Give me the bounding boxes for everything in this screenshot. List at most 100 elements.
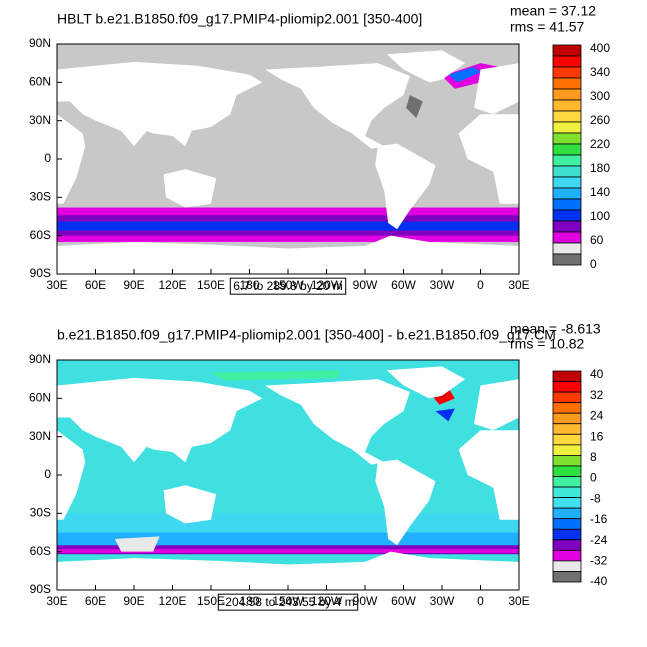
- colorbar-box: [552, 402, 582, 414]
- colorbar-label: 140: [590, 185, 610, 199]
- lon-label: 60W: [391, 594, 416, 608]
- lon-label: 150W: [272, 594, 304, 608]
- colorbar-box: [552, 423, 582, 435]
- colorbar-box: [552, 165, 582, 178]
- colorbar-label: -40: [590, 574, 608, 588]
- continent: [163, 169, 217, 208]
- lat-label: 0: [44, 467, 51, 481]
- lon-label: 30E: [46, 594, 67, 608]
- colorbar-box: [552, 571, 582, 583]
- colorbar-label: 0: [590, 257, 597, 271]
- lon-label: 60E: [85, 278, 106, 292]
- continent: [474, 63, 519, 115]
- continent: [264, 63, 410, 149]
- colorbar-label: 300: [590, 89, 610, 103]
- lon-label: 120W: [311, 594, 343, 608]
- colorbar-label: 340: [590, 65, 610, 79]
- field-band: [57, 549, 519, 553]
- lon-label: 60W: [391, 278, 416, 292]
- panel-title: b.e21.B1850.f09_g17.PMIP4-pliomip2.001 […: [57, 327, 556, 343]
- colorbar-box: [552, 444, 582, 456]
- continent: [458, 114, 519, 204]
- colorbar-box: [552, 381, 582, 393]
- colorbar-box: [552, 476, 582, 488]
- colorbar-box: [552, 187, 582, 200]
- continent: [375, 459, 436, 546]
- colorbar-label: 16: [590, 429, 604, 443]
- range-box: [229, 277, 347, 295]
- colorbar-box: [552, 154, 582, 167]
- continent: [57, 235, 519, 274]
- range-box: [217, 593, 359, 611]
- continent: [375, 143, 436, 230]
- colorbar-label: 0: [590, 471, 597, 485]
- colorbar-box: [552, 44, 582, 57]
- field-patch: [435, 408, 455, 422]
- colorbar-label: 60: [590, 233, 604, 247]
- colorbar-box: [552, 433, 582, 446]
- map-field: [57, 50, 519, 274]
- range-label: 6.7 to 289.8 by 20 m: [233, 279, 342, 293]
- colorbar-box: [552, 560, 582, 572]
- lon-label: 180: [239, 278, 259, 292]
- field-patch: [211, 370, 340, 381]
- colorbar-box: [552, 370, 582, 382]
- lon-label: 150W: [272, 278, 304, 292]
- lon-label: 30W: [430, 594, 455, 608]
- continent: [458, 430, 519, 520]
- lat-label: 30N: [29, 113, 51, 127]
- continent: [386, 50, 466, 83]
- colorbar-box: [552, 66, 582, 79]
- lon-label: 60E: [85, 594, 106, 608]
- lat-label: 90N: [29, 36, 51, 50]
- colorbar-label: -16: [590, 512, 608, 526]
- colorbar-box: [552, 198, 582, 211]
- field-patch: [114, 536, 160, 552]
- colorbar-label: 24: [590, 409, 604, 423]
- colorbar-label: -8: [590, 491, 601, 505]
- lon-label: 30E: [508, 278, 529, 292]
- lon-label: 30W: [430, 278, 455, 292]
- map-panel: [56, 43, 520, 275]
- continent: [57, 61, 263, 147]
- colorbar-label: 220: [590, 137, 610, 151]
- stat-label: rms = 41.57: [510, 19, 585, 35]
- field-patch: [448, 67, 481, 83]
- colorbar-label: 260: [590, 113, 610, 127]
- map-panel: [56, 359, 520, 591]
- continent: [57, 551, 519, 590]
- lon-label: 0: [477, 278, 484, 292]
- lat-label: 60N: [29, 391, 51, 405]
- colorbar-box: [552, 518, 582, 530]
- lon-label: 90E: [123, 594, 144, 608]
- continent: [474, 379, 519, 431]
- lon-label: 180: [239, 594, 259, 608]
- colorbar-box: [552, 539, 582, 551]
- colorbar-box: [552, 549, 582, 562]
- colorbar-box: [552, 497, 582, 509]
- colorbar-box: [552, 55, 582, 68]
- colorbar-box: [552, 176, 582, 189]
- continent: [264, 379, 410, 465]
- lat-label: 60N: [29, 75, 51, 89]
- lat-label: 0: [44, 151, 51, 165]
- field-band: [57, 221, 519, 231]
- lat-label: 60S: [30, 228, 51, 242]
- range-label: -204.58 to 243.55 by 4 m: [221, 595, 354, 609]
- lat-label: 90S: [30, 582, 51, 596]
- lon-label: 0: [477, 594, 484, 608]
- lon-label: 30E: [46, 278, 67, 292]
- stat-label: rms = 10.82: [510, 336, 585, 352]
- colorbar-box: [552, 507, 582, 520]
- colorbar-box: [552, 486, 582, 498]
- lon-label: 90E: [123, 278, 144, 292]
- lon-label: 120W: [311, 278, 343, 292]
- lon-label: 150E: [197, 278, 225, 292]
- colorbar-box: [552, 99, 582, 112]
- panel-title: HBLT b.e21.B1850.f09_g17.PMIP4-pliomip2.…: [57, 11, 422, 27]
- colorbar-box: [552, 209, 582, 222]
- colorbar-box: [552, 220, 582, 233]
- continent: [57, 430, 86, 520]
- colorbar-box: [552, 143, 582, 156]
